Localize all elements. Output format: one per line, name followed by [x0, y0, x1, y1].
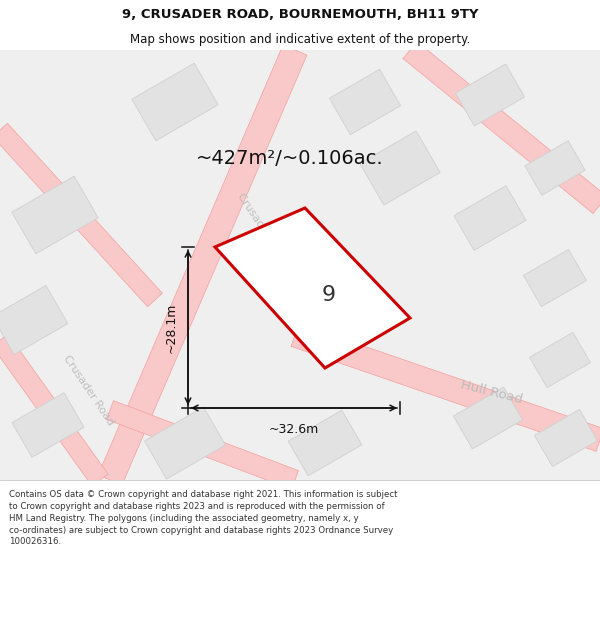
- Polygon shape: [106, 401, 299, 489]
- Polygon shape: [0, 286, 68, 354]
- Polygon shape: [455, 64, 524, 126]
- Polygon shape: [535, 409, 598, 467]
- Text: Map shows position and indicative extent of the property.: Map shows position and indicative extent…: [130, 32, 470, 46]
- Polygon shape: [215, 208, 410, 368]
- Polygon shape: [454, 186, 526, 251]
- Polygon shape: [454, 387, 523, 449]
- Text: Crusader Road: Crusader Road: [235, 191, 289, 265]
- Text: Contains OS data © Crown copyright and database right 2021. This information is : Contains OS data © Crown copyright and d…: [9, 490, 398, 546]
- Text: ~32.6m: ~32.6m: [269, 423, 319, 436]
- Polygon shape: [12, 392, 84, 458]
- Polygon shape: [132, 63, 218, 141]
- Polygon shape: [288, 410, 362, 476]
- Text: ~28.1m: ~28.1m: [165, 302, 178, 352]
- Polygon shape: [98, 45, 307, 485]
- Text: 9, CRUSADER ROAD, BOURNEMOUTH, BH11 9TY: 9, CRUSADER ROAD, BOURNEMOUTH, BH11 9TY: [122, 8, 478, 21]
- Polygon shape: [329, 69, 401, 134]
- Polygon shape: [0, 334, 108, 486]
- Polygon shape: [530, 332, 590, 388]
- Text: Hull Road: Hull Road: [460, 378, 524, 406]
- Polygon shape: [523, 249, 587, 307]
- Text: ~427m²/~0.106ac.: ~427m²/~0.106ac.: [196, 149, 384, 168]
- Polygon shape: [0, 123, 163, 307]
- Polygon shape: [360, 131, 440, 205]
- Polygon shape: [291, 324, 600, 451]
- Text: Crusader Road: Crusader Road: [61, 353, 115, 427]
- Polygon shape: [525, 141, 585, 195]
- Polygon shape: [403, 41, 600, 214]
- Polygon shape: [12, 176, 98, 254]
- Text: 9: 9: [322, 285, 336, 305]
- Polygon shape: [145, 407, 226, 479]
